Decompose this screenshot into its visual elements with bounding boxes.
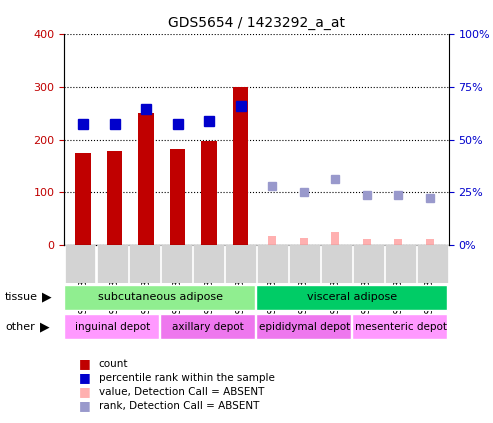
FancyBboxPatch shape (161, 245, 192, 283)
Bar (426, 239, 434, 245)
FancyBboxPatch shape (257, 245, 288, 283)
Bar (268, 236, 276, 245)
Title: GDS5654 / 1423292_a_at: GDS5654 / 1423292_a_at (168, 16, 345, 30)
FancyBboxPatch shape (353, 245, 384, 283)
Text: ▶: ▶ (42, 291, 52, 303)
Bar (331, 232, 339, 245)
Text: ■: ■ (79, 371, 91, 384)
Text: rank, Detection Call = ABSENT: rank, Detection Call = ABSENT (99, 401, 259, 411)
FancyBboxPatch shape (352, 314, 447, 339)
Text: inguinal depot: inguinal depot (74, 322, 150, 332)
Text: visceral adipose: visceral adipose (308, 292, 397, 302)
FancyBboxPatch shape (193, 245, 224, 283)
Bar (394, 239, 402, 245)
FancyBboxPatch shape (129, 245, 160, 283)
Text: ■: ■ (79, 357, 91, 370)
FancyBboxPatch shape (64, 314, 159, 339)
Text: ■: ■ (79, 399, 91, 412)
FancyBboxPatch shape (225, 245, 256, 283)
Text: tissue: tissue (5, 292, 38, 302)
Bar (75, 153, 91, 245)
Text: ▶: ▶ (40, 320, 50, 333)
Text: value, Detection Call = ABSENT: value, Detection Call = ABSENT (99, 387, 264, 397)
Bar (106, 151, 122, 245)
FancyBboxPatch shape (256, 314, 351, 339)
Text: count: count (99, 359, 128, 369)
Bar (363, 239, 371, 245)
FancyBboxPatch shape (289, 245, 320, 283)
FancyBboxPatch shape (65, 245, 96, 283)
Text: mesenteric depot: mesenteric depot (354, 322, 447, 332)
Bar (170, 148, 185, 245)
Text: ■: ■ (79, 385, 91, 398)
Text: other: other (5, 321, 35, 332)
Text: percentile rank within the sample: percentile rank within the sample (99, 373, 275, 383)
FancyBboxPatch shape (64, 285, 255, 310)
Bar (138, 113, 154, 245)
Bar (201, 141, 217, 245)
Text: subcutaneous adipose: subcutaneous adipose (98, 292, 223, 302)
Text: epididymal depot: epididymal depot (259, 322, 350, 332)
FancyBboxPatch shape (97, 245, 128, 283)
Bar (233, 87, 248, 245)
FancyBboxPatch shape (385, 245, 416, 283)
FancyBboxPatch shape (256, 285, 447, 310)
Bar (300, 238, 308, 245)
Text: axillary depot: axillary depot (173, 322, 244, 332)
FancyBboxPatch shape (321, 245, 352, 283)
FancyBboxPatch shape (160, 314, 255, 339)
FancyBboxPatch shape (417, 245, 448, 283)
